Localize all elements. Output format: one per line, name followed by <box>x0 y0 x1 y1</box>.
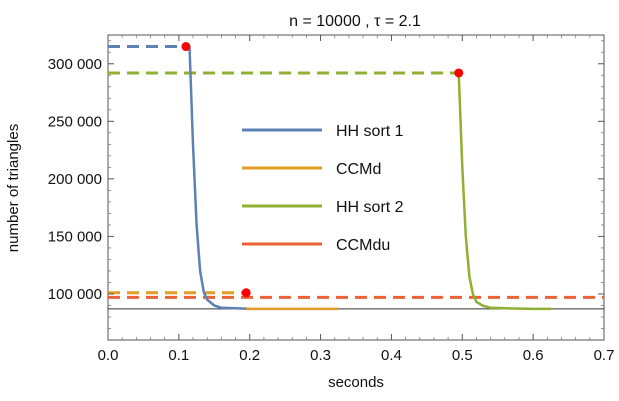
plot-area <box>108 42 604 311</box>
legend-label: HH sort 1 <box>336 123 404 140</box>
legend-label: CCMdu <box>336 237 390 254</box>
series-line-hh-sort-2 <box>457 72 551 311</box>
y-tick-label: 300 000 <box>48 56 102 73</box>
x-tick-label: 0.0 <box>98 347 119 364</box>
x-tick-label: 0.7 <box>594 347 615 364</box>
x-tick-label: 0.2 <box>239 347 260 364</box>
marker-hh-sort-1 <box>181 42 191 52</box>
axes: 0.0 0.1 0.2 0.3 0.4 0.5 0.6 0.7 100 000 150 000 20… <box>48 35 615 364</box>
legend-label: HH sort 2 <box>336 199 404 216</box>
x-tick-label: 0.4 <box>381 347 402 364</box>
y-tick-label: 100 000 <box>48 286 102 303</box>
x-tick-label: 0.1 <box>168 347 189 364</box>
legend: HH sort 1 CCMd HH sort 2 CCMdu <box>242 123 404 254</box>
x-tick-label: 0.6 <box>523 347 544 364</box>
legend-label: CCMd <box>336 161 381 178</box>
y-axis-label: number of triangles <box>5 124 22 252</box>
x-tick-label: 0.3 <box>310 347 331 364</box>
y-tick-label: 200 000 <box>48 171 102 188</box>
series-line-hh-sort-1 <box>188 46 250 311</box>
y-tick-label: 250 000 <box>48 113 102 130</box>
marker-hh-sort-2 <box>454 68 464 78</box>
plot-frame <box>107 34 605 341</box>
y-tick-label: 150 000 <box>48 228 102 245</box>
chart-title: n = 10000 , τ = 2.1 <box>289 13 421 30</box>
x-axis-label: seconds <box>328 374 384 391</box>
x-tick-label: 0.5 <box>452 347 473 364</box>
marker-ccmd <box>241 288 251 298</box>
